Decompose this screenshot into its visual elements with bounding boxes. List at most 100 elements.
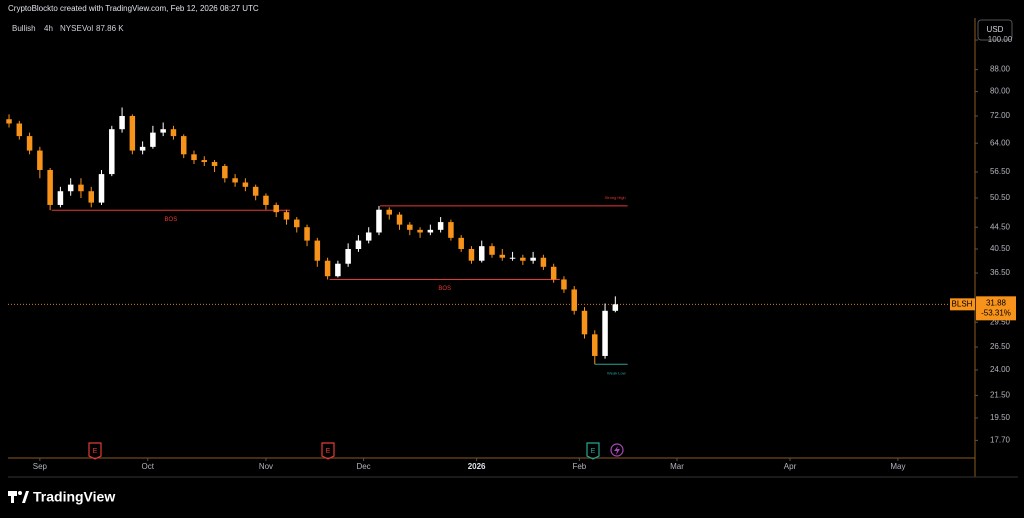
candle-body — [355, 240, 362, 249]
x-tick-label: Feb — [572, 462, 586, 471]
header-title: CryptoBlockto created with TradingView.c… — [8, 4, 259, 13]
y-tick-label: 26.50 — [990, 342, 1011, 351]
price-tag-price: 31.88 — [986, 298, 1007, 307]
y-tick-label: 80.00 — [990, 87, 1011, 96]
candle-body — [263, 195, 269, 205]
x-tick-label: Nov — [259, 462, 273, 471]
candle-body — [57, 191, 64, 205]
event-label: E — [591, 448, 596, 455]
y-tick-label: 44.50 — [990, 222, 1011, 231]
candle-body — [242, 182, 249, 187]
candle-body — [139, 146, 146, 151]
candle-body — [98, 174, 105, 203]
y-tick-label: 19.50 — [990, 413, 1011, 422]
candle-body — [273, 204, 279, 213]
candle-body — [150, 132, 156, 147]
candle-body — [283, 212, 290, 220]
candle-body — [427, 229, 434, 233]
candle-body — [458, 237, 464, 249]
y-tick-label: 21.50 — [990, 391, 1011, 400]
y-tick-label: 72.00 — [990, 111, 1011, 120]
candle-body — [561, 279, 567, 290]
candle-body — [386, 209, 393, 215]
candle-body — [581, 310, 588, 335]
candle-body — [304, 227, 310, 241]
y-tick-label: 50.50 — [990, 193, 1011, 202]
candle-body — [211, 162, 218, 166]
candle-body — [540, 257, 547, 267]
x-tick-label: Sep — [33, 462, 48, 471]
candle-body — [314, 240, 321, 261]
currency-label[interactable]: USD — [987, 25, 1004, 34]
candle-body — [468, 248, 475, 261]
candle-body — [109, 129, 115, 175]
candle-body — [88, 191, 94, 203]
level-label: Strong High — [605, 195, 626, 200]
event-label: E — [93, 448, 98, 455]
candle-body — [191, 154, 197, 161]
event-dividend-icon — [610, 443, 624, 457]
candle-body — [37, 150, 43, 170]
candle-body — [417, 229, 423, 233]
legend-exchange: NYSE — [60, 24, 82, 33]
candle-body — [571, 289, 577, 311]
event-icon — [321, 442, 335, 460]
candle-body — [232, 178, 238, 183]
y-tick-label: 64.00 — [990, 138, 1011, 147]
event-dividend-bolt — [614, 446, 620, 455]
candle-body — [592, 334, 598, 356]
candle-body — [478, 246, 485, 261]
footer-brand: TradingView — [33, 489, 115, 505]
x-tick-label: May — [890, 462, 905, 471]
candle-body — [26, 136, 33, 151]
level-label: BOS — [438, 286, 451, 292]
candle-body — [345, 248, 351, 264]
candle-body — [499, 254, 506, 258]
candle-body — [335, 263, 341, 277]
event-icon — [88, 442, 102, 460]
candle-body — [509, 257, 516, 259]
candle-body — [47, 169, 53, 205]
candle-body — [294, 219, 300, 228]
price-tag-box — [976, 296, 1016, 321]
candle-body — [252, 186, 259, 196]
event-icon — [586, 442, 600, 460]
y-tick-label: 17.70 — [990, 435, 1011, 444]
legend-volume-label: Vol — [82, 24, 93, 33]
x-tick-label: Apr — [784, 462, 797, 471]
candle-body — [129, 115, 136, 151]
legend-volume: 87.86 K — [96, 24, 124, 33]
x-tick-label: 2026 — [468, 462, 486, 471]
y-tick-label: 100.00 — [988, 35, 1013, 44]
candle-body — [365, 232, 372, 241]
candle-body — [437, 222, 444, 230]
currency-button[interactable] — [977, 19, 1013, 41]
y-tick-label: 36.50 — [990, 268, 1011, 277]
candle-body — [170, 129, 177, 137]
candle-body — [612, 304, 619, 311]
y-tick-label: 56.50 — [990, 167, 1011, 176]
x-tick-label: Dec — [356, 462, 370, 471]
price-tag-ticker-box — [950, 298, 975, 311]
candle-body — [119, 115, 125, 130]
x-tick-label: Oct — [142, 462, 155, 471]
candle-body — [222, 165, 228, 179]
y-tick-label: 24.00 — [990, 365, 1011, 374]
legend-symbol: Bullish — [12, 24, 36, 33]
event-label: E — [326, 448, 331, 455]
candle-body — [530, 257, 536, 261]
y-tick-label: 29.50 — [990, 317, 1011, 326]
candle-body — [160, 129, 166, 133]
candle-body — [180, 136, 187, 155]
x-tick-label: Mar — [670, 462, 684, 471]
candle-body — [550, 266, 557, 280]
candle-body — [324, 260, 331, 277]
price-tag-ticker: BLSH — [952, 299, 973, 308]
candle-body — [67, 184, 74, 192]
level-label: Weak Low — [607, 370, 626, 375]
candle-body — [78, 184, 84, 192]
candle-body — [602, 310, 608, 356]
price-tag-change: -53.31% — [981, 308, 1011, 317]
y-tick-label: 88.00 — [990, 65, 1011, 74]
